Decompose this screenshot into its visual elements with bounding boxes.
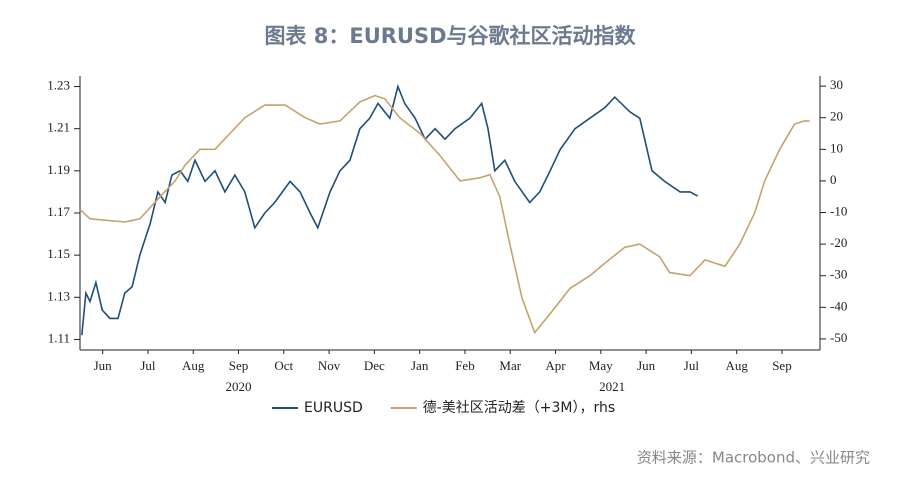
x-tick-label: Feb (455, 358, 475, 373)
y-tick-label: 1.19 (47, 162, 70, 177)
y-tick-label: 1.11 (48, 330, 70, 345)
y2-tick-label: -30 (830, 267, 847, 282)
y-tick-label: 1.21 (47, 120, 70, 135)
y-tick-label: 1.17 (47, 204, 70, 219)
x-tick-label: Jan (411, 358, 429, 373)
y2-tick-label: 30 (830, 77, 843, 92)
y-tick-label: 1.15 (47, 246, 70, 261)
y2-tick-label: -40 (830, 298, 847, 313)
x-tick-label: Jun (94, 358, 113, 373)
x-tick-label: Dec (364, 358, 385, 373)
x-tick-label: Jul (140, 358, 156, 373)
y2-tick-label: -20 (830, 235, 847, 250)
y2-tick-label: 20 (830, 109, 843, 124)
x-tick-label: Sep (229, 358, 249, 373)
x-tick-label: Jun (637, 358, 656, 373)
y2-tick-label: -50 (830, 330, 847, 345)
y-tick-label: 1.13 (47, 288, 70, 303)
source: 资料来源：Macrobond、兴业研究 (637, 449, 870, 467)
x-tick-label: Jul (684, 358, 700, 373)
chart-title: 图表 8：EURUSD与谷歌社区活动指数 (264, 24, 636, 48)
x-tick-label: Oct (274, 358, 293, 373)
series-line (81, 83, 699, 336)
y2-tick-label: -10 (830, 204, 847, 219)
x-tick-label: Mar (499, 358, 521, 373)
x-tick-label: Aug (725, 358, 748, 373)
x-tick-label: May (589, 358, 613, 373)
legend-label: EURUSD (304, 400, 363, 416)
x-tick-label: Aug (182, 358, 205, 373)
x-tick-label: Apr (545, 358, 566, 373)
y2-tick-label: 0 (830, 172, 837, 187)
x-group-label: 2021 (599, 379, 625, 394)
x-group-label: 2020 (226, 379, 252, 394)
series-line (79, 94, 810, 335)
y-tick-label: 1.23 (47, 78, 70, 93)
legend-label: 德-美社区活动差（+3M），rhs (423, 400, 615, 416)
y2-tick-label: 10 (830, 140, 843, 155)
x-tick-label: Sep (772, 358, 792, 373)
x-tick-label: Nov (318, 358, 341, 373)
